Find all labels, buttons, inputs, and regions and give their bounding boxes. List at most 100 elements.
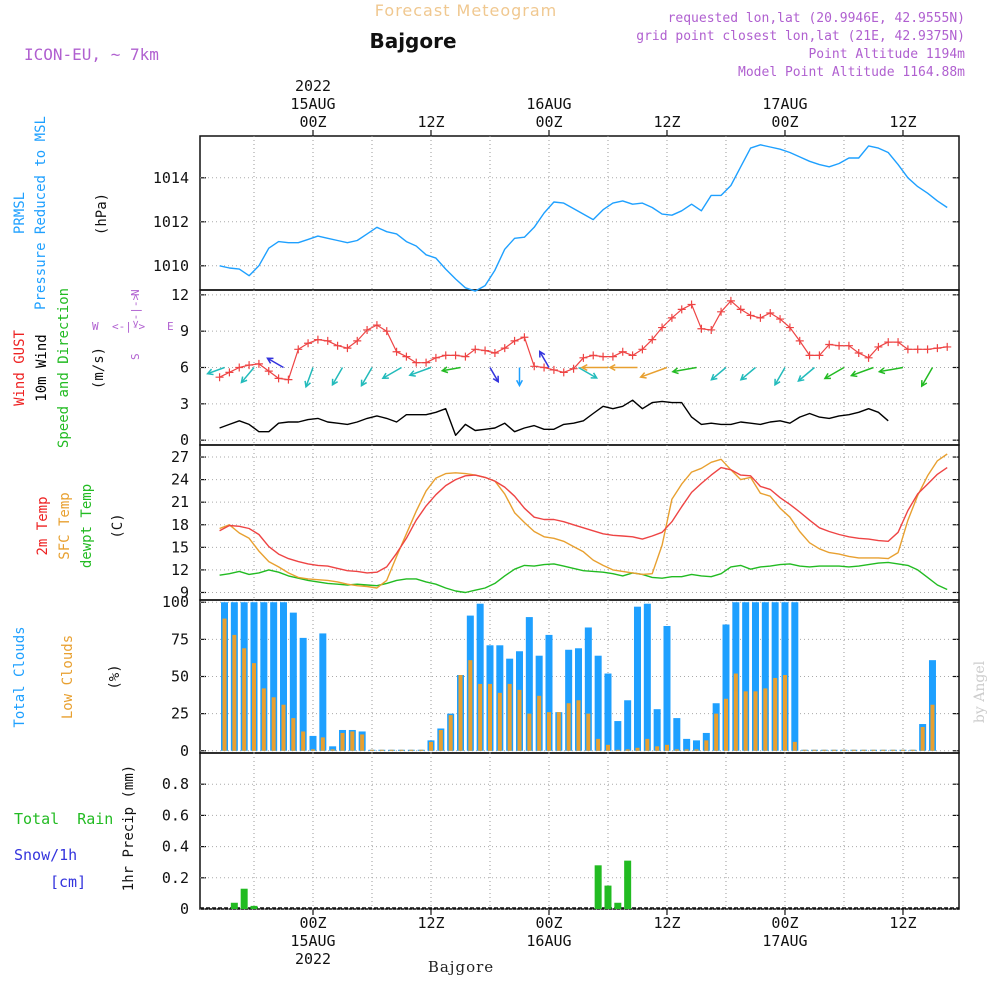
y-axis-tick-label: 0.8 bbox=[162, 775, 189, 793]
low-clouds-label: Low Clouds bbox=[60, 635, 76, 719]
low-cloud-bar bbox=[841, 749, 846, 751]
top-time-label: 2022 bbox=[295, 77, 331, 95]
low-cloud-bar bbox=[311, 749, 315, 751]
wind-gust-marker bbox=[343, 344, 352, 353]
total-cloud-bar bbox=[624, 700, 632, 751]
total-cloud-bar bbox=[329, 746, 337, 751]
wind-gust-marker bbox=[559, 368, 568, 377]
low-cloud-bar bbox=[330, 749, 335, 751]
wind-gust-marker bbox=[500, 344, 509, 353]
low-cloud-bar bbox=[222, 618, 227, 751]
wind-direction-arrow bbox=[331, 367, 344, 386]
rain-bar bbox=[604, 885, 612, 909]
low-cloud-bar bbox=[527, 713, 532, 751]
y-axis-tick-label: 9 bbox=[180, 583, 189, 601]
wind-gust-marker bbox=[392, 347, 401, 356]
wind-direction-arrowhead bbox=[774, 378, 781, 387]
low-cloud-bar bbox=[733, 673, 738, 751]
wind-gust-marker bbox=[707, 325, 716, 334]
wind-gust-marker bbox=[717, 307, 726, 316]
low-cloud-bar bbox=[261, 688, 266, 751]
low-cloud-bar bbox=[743, 691, 748, 751]
total-cloud-bar bbox=[309, 735, 317, 751]
wind-direction-arrowhead bbox=[360, 379, 368, 388]
wind-gust-marker bbox=[579, 353, 588, 362]
wind-gust-marker bbox=[599, 352, 608, 361]
top-time-label: 15AUG bbox=[290, 95, 335, 113]
wind-gust-marker bbox=[589, 351, 598, 360]
low-cloud-bar bbox=[301, 731, 306, 751]
low-cloud-bar bbox=[773, 677, 778, 751]
y-axis-tick-label: 75 bbox=[171, 630, 189, 648]
wind-gust-marker bbox=[549, 365, 558, 374]
total-cloud-bar bbox=[771, 602, 779, 751]
pressure-unit: (hPa) bbox=[94, 193, 110, 235]
compass-east: E bbox=[167, 320, 174, 333]
wind-direction-arrow bbox=[267, 357, 284, 369]
wind-gust-marker bbox=[490, 348, 499, 357]
low-cloud-bar bbox=[281, 704, 286, 751]
wind-direction-arrow bbox=[442, 366, 461, 372]
wind-direction-arrowhead bbox=[639, 372, 647, 379]
total-cloud-bar bbox=[643, 603, 651, 751]
y-axis-tick-label: 12 bbox=[171, 561, 189, 579]
total-cloud-bar bbox=[791, 602, 799, 751]
wind-gust-marker bbox=[835, 341, 844, 350]
compass-north: N bbox=[129, 289, 142, 296]
total-cloud-bar bbox=[614, 721, 622, 751]
total-cloud-bar bbox=[761, 602, 769, 751]
wind-direction-arrow bbox=[851, 366, 874, 377]
wind-direction-arrow bbox=[921, 367, 934, 387]
wind-gust-marker bbox=[530, 362, 539, 371]
wind-gust-marker bbox=[412, 358, 421, 367]
low-cloud-bar bbox=[645, 738, 650, 751]
low-cloud-bar bbox=[674, 749, 679, 751]
total-cloud-bar bbox=[594, 655, 602, 751]
low-cloud-bar bbox=[586, 713, 591, 751]
wind-gust-marker bbox=[441, 351, 450, 360]
snow-legend: Snow/1h bbox=[14, 846, 77, 864]
pressure-panel-frame bbox=[199, 135, 960, 291]
total-cloud-bar bbox=[476, 603, 484, 751]
wind-gust-marker bbox=[933, 344, 942, 353]
wind-gust-marker bbox=[766, 309, 775, 318]
wind-gust-marker bbox=[569, 364, 578, 373]
wind-gust-marker bbox=[323, 336, 332, 345]
low-cloud-bar bbox=[350, 731, 355, 751]
total-cloud-bar bbox=[574, 648, 582, 751]
y-axis-tick-label: 1012 bbox=[153, 213, 189, 231]
watermark: by Angel bbox=[972, 660, 988, 723]
model-name: ICON-EU, ~ 7km bbox=[24, 45, 159, 64]
low-cloud-bar bbox=[881, 749, 886, 751]
wind-gust-marker bbox=[844, 341, 853, 350]
total-cloud-bar bbox=[663, 625, 671, 751]
location-title: Bajgore bbox=[369, 29, 456, 53]
y-axis-tick-label: 27 bbox=[171, 448, 189, 466]
wind-gust-marker bbox=[471, 345, 480, 354]
precip-plot: 0 0.2 0.4 0.6 0.8 bbox=[162, 775, 959, 918]
wind-gust-marker bbox=[943, 342, 952, 351]
low-cloud-bar bbox=[409, 749, 414, 751]
temp-sfc-label: SFC Temp bbox=[57, 492, 73, 559]
top-time-label: 16AUG bbox=[526, 95, 571, 113]
wind-direction-arrowhead bbox=[492, 375, 500, 384]
wind-direction-arrow bbox=[879, 366, 904, 373]
y-axis-tick-label: 9 bbox=[180, 322, 189, 340]
wind-gust-marker bbox=[854, 348, 863, 357]
wind-gust-marker bbox=[294, 345, 303, 354]
top-time-label: 12Z bbox=[417, 113, 444, 131]
total-cloud-bar bbox=[692, 740, 700, 751]
low-cloud-bar bbox=[891, 749, 896, 751]
temp-dewpt-label: dewpt Temp bbox=[79, 484, 95, 568]
bottom-time-label: 12Z bbox=[889, 914, 916, 932]
grid-point-coords: grid point closest lon,lat (21E, 42.9375… bbox=[636, 29, 965, 44]
y-axis-tick-label: 50 bbox=[171, 668, 189, 686]
low-cloud-bar bbox=[566, 703, 571, 751]
low-cloud-bar bbox=[930, 704, 935, 751]
low-cloud-bar bbox=[920, 727, 925, 751]
low-cloud-bar bbox=[900, 749, 905, 751]
wind-gust-marker bbox=[648, 335, 657, 344]
low-cloud-bar bbox=[832, 749, 837, 751]
temp-2m-line bbox=[219, 466, 948, 574]
